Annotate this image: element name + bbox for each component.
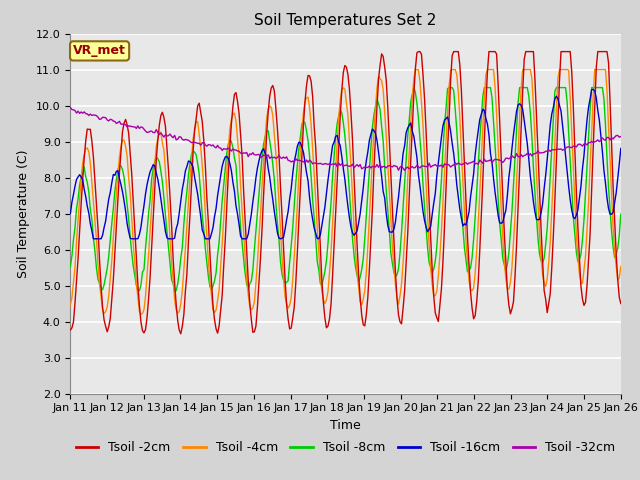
Tsoil -4cm <box>589 93 597 98</box>
Tsoil -2cm <box>308 94 316 99</box>
Tsoil -4cm <box>308 146 316 152</box>
Legend: Tsoil -2cm, Tsoil -4cm, Tsoil -8cm, Tsoil -16cm, Tsoil -32cm: Tsoil -2cm, Tsoil -4cm, Tsoil -8cm, Tsoi… <box>71 436 620 459</box>
Tsoil -2cm <box>260 192 268 198</box>
Line: Tsoil -2cm: Tsoil -2cm <box>70 51 621 334</box>
Tsoil -16cm <box>90 236 97 242</box>
Tsoil -2cm <box>250 329 258 335</box>
X-axis label: Time: Time <box>330 419 361 432</box>
Tsoil -32cm <box>134 123 141 129</box>
Tsoil -32cm <box>230 147 238 153</box>
Tsoil -2cm <box>415 48 422 54</box>
Line: Tsoil -4cm: Tsoil -4cm <box>70 70 621 314</box>
Tsoil -4cm <box>412 67 419 72</box>
Tsoil -16cm <box>617 145 625 151</box>
Tsoil -32cm <box>307 158 315 164</box>
Tsoil -32cm <box>249 150 257 156</box>
Tsoil -4cm <box>260 158 268 164</box>
Line: Tsoil -8cm: Tsoil -8cm <box>70 87 621 291</box>
Tsoil -4cm <box>67 302 74 308</box>
Tsoil -16cm <box>260 146 268 152</box>
Tsoil -2cm <box>232 90 240 96</box>
Tsoil -8cm <box>134 288 141 293</box>
Tsoil -8cm <box>410 84 418 90</box>
Y-axis label: Soil Temperature (C): Soil Temperature (C) <box>17 149 30 278</box>
Tsoil -32cm <box>401 168 408 173</box>
Tsoil -8cm <box>250 247 258 252</box>
Tsoil -8cm <box>589 84 597 90</box>
Tsoil -16cm <box>588 87 595 93</box>
Tsoil -2cm <box>134 281 141 287</box>
Tsoil -32cm <box>67 105 74 110</box>
Tsoil -16cm <box>67 211 74 216</box>
Tsoil -16cm <box>589 86 597 92</box>
Tsoil -32cm <box>617 133 625 139</box>
Tsoil -2cm <box>617 300 625 306</box>
Tsoil -16cm <box>136 232 143 238</box>
Tsoil -8cm <box>617 211 625 217</box>
Tsoil -16cm <box>308 216 316 222</box>
Tsoil -2cm <box>589 145 597 151</box>
Tsoil -8cm <box>308 197 316 203</box>
Tsoil -2cm <box>177 331 184 336</box>
Tsoil -32cm <box>258 154 266 160</box>
Line: Tsoil -16cm: Tsoil -16cm <box>70 89 621 239</box>
Tsoil -8cm <box>67 264 74 269</box>
Tsoil -32cm <box>588 139 595 144</box>
Line: Tsoil -32cm: Tsoil -32cm <box>70 108 621 170</box>
Text: VR_met: VR_met <box>73 44 126 58</box>
Title: Soil Temperatures Set 2: Soil Temperatures Set 2 <box>255 13 436 28</box>
Tsoil -4cm <box>617 264 625 269</box>
Tsoil -16cm <box>232 203 240 209</box>
Tsoil -8cm <box>171 288 179 294</box>
Tsoil -4cm <box>232 118 240 124</box>
Tsoil -4cm <box>134 294 141 300</box>
Tsoil -2cm <box>67 327 74 333</box>
Tsoil -4cm <box>250 299 258 305</box>
Tsoil -16cm <box>250 188 258 193</box>
Tsoil -8cm <box>232 163 240 168</box>
Tsoil -4cm <box>137 312 145 317</box>
Tsoil -8cm <box>260 142 268 147</box>
